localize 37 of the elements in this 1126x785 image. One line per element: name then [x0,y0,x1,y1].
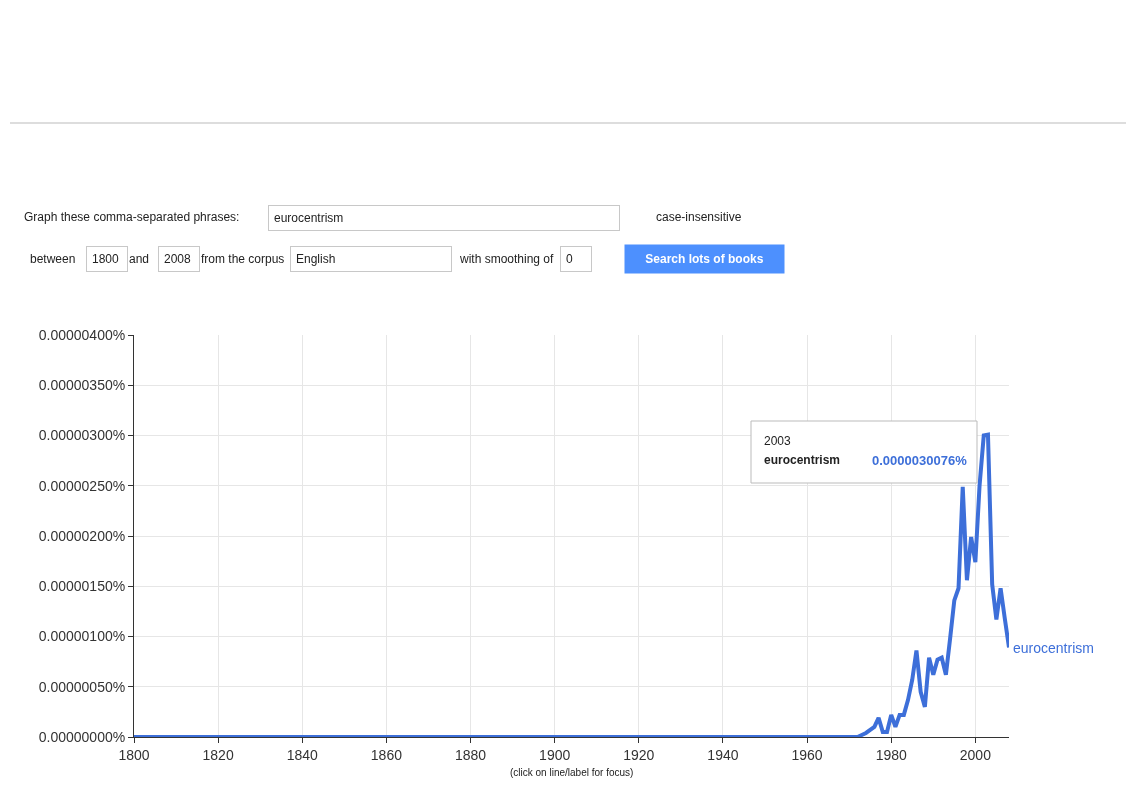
x-tick-label: 1840 [286,746,319,763]
x-tick-label: 1940 [707,746,739,763]
x-tick-label: 1860 [370,746,403,763]
x-tick-label: 1820 [202,746,234,763]
annotation: 2003 [764,434,792,448]
text: with smoothing of [459,252,555,266]
y-tick-label: 0.00000400% [38,326,126,343]
text: between [30,252,76,266]
annotation: 0.0000030076% [872,453,968,468]
text: and [129,252,150,266]
y-tick-label: 0.00000250% [38,477,126,494]
text: 1800 [92,252,120,266]
text: 2008 [164,252,192,266]
y-tick-label: 0.00000000% [38,728,126,745]
text: English [296,252,336,266]
y-tick-label: 0.00000300% [38,427,126,444]
x-tick-label: 1880 [454,746,487,763]
y-tick-label: 0.00000200% [38,527,126,544]
x-tick-label: 1980 [875,746,907,763]
text: Search lots of books [645,252,764,266]
text: 0 [566,252,573,266]
x-tick-label: 2000 [959,746,992,763]
series-label: eurocentrism [1013,640,1094,656]
text: eurocentrism [274,211,344,225]
y-tick-label: 0.00000100% [38,628,126,645]
x-tick-label: 1800 [118,746,150,763]
y-tick-label: 0.00000350% [38,377,126,394]
annotation: eurocentrism [764,453,841,467]
y-tick-label: 0.00000050% [38,678,126,695]
x-tick-label: 1900 [539,746,571,763]
text: Graph these comma-separated phrases: [24,210,240,224]
text: (click on line/label for focus) [510,767,634,778]
y-tick-label: 0.00000150% [38,578,126,595]
text: from the corpus [201,252,285,266]
text: case-insensitive [656,210,742,224]
x-tick-label: 1960 [791,746,823,763]
x-tick-label: 1920 [623,746,655,763]
